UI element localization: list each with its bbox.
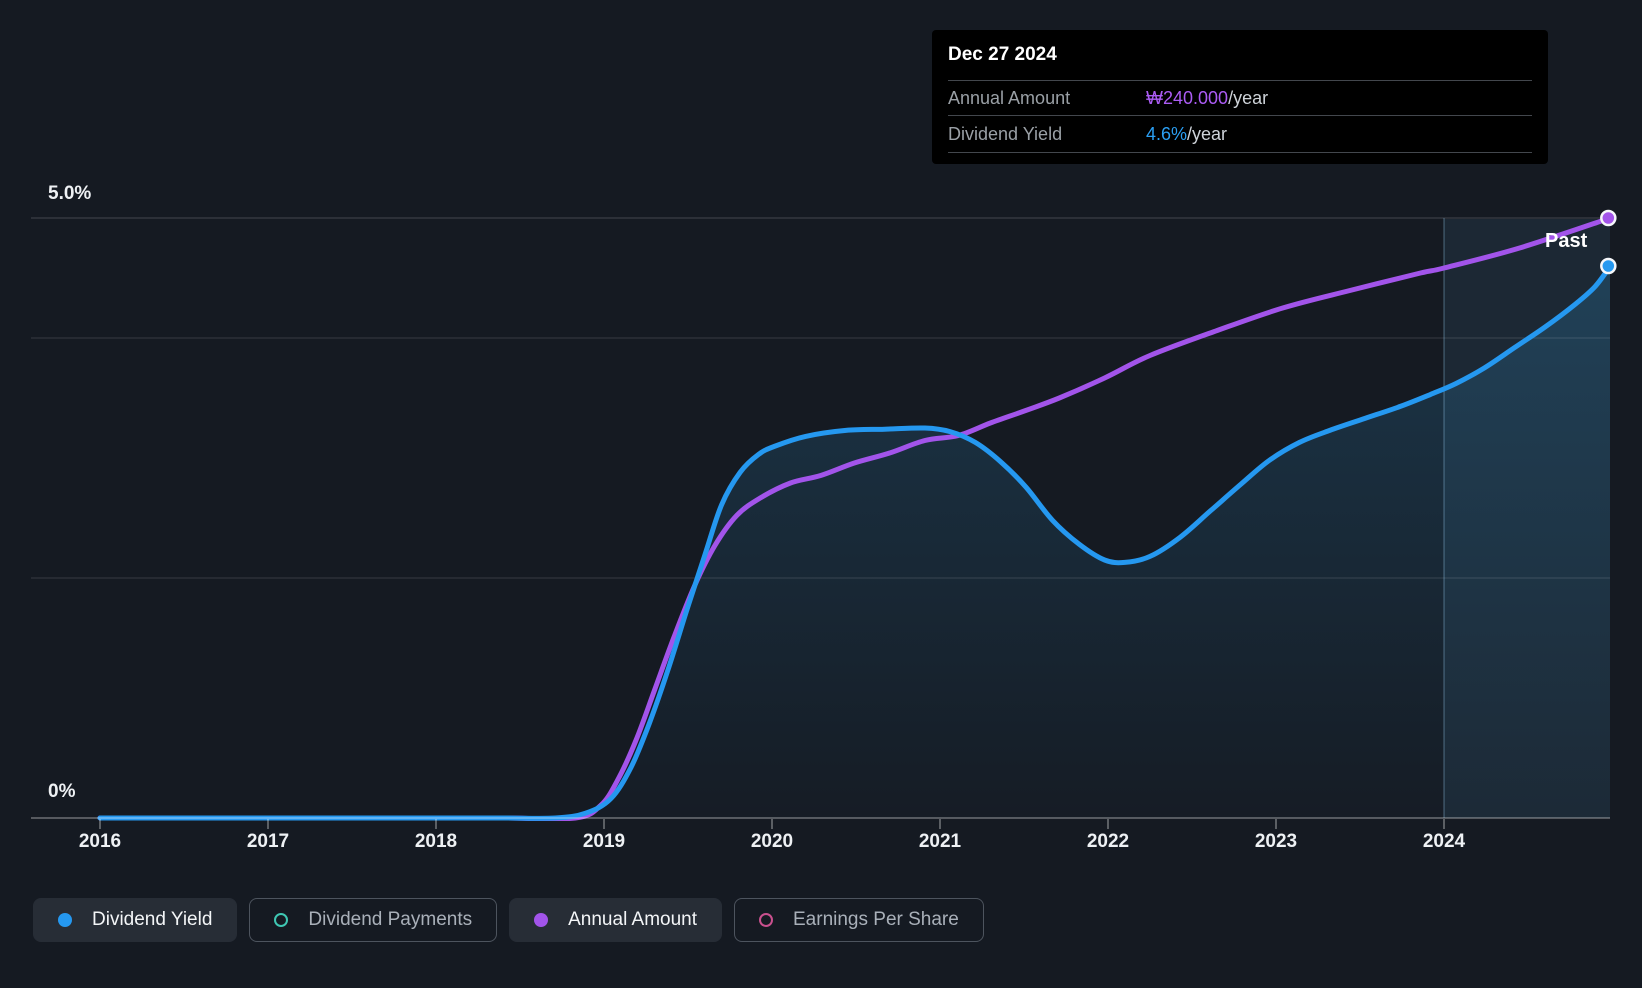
past-label: Past: [1545, 230, 1588, 252]
legend-label: Annual Amount: [568, 909, 697, 930]
tooltip-value-dividend-yield: 4.6%: [1146, 123, 1188, 144]
tooltip-suffix: /year: [1187, 123, 1228, 144]
chart-tooltip: Dec 27 2024 Annual Amount ₩240.000 /year…: [932, 30, 1548, 164]
chart-legend: Dividend Yield Dividend Payments Annual …: [33, 898, 984, 942]
tooltip-date: Dec 27 2024: [948, 30, 1532, 81]
earnings-per-share-ring-icon: [759, 913, 773, 927]
y-axis-label-top: 5.0%: [48, 183, 92, 204]
tooltip-label: Annual Amount: [948, 87, 1071, 108]
x-axis-label-2017: 2017: [246, 831, 290, 852]
x-axis-label-2022: 2022: [1086, 831, 1130, 852]
legend-button-earnings-per-share[interactable]: Earnings Per Share: [734, 898, 984, 942]
legend-label: Dividend Yield: [92, 909, 213, 930]
x-axis-label-2020: 2020: [750, 831, 794, 852]
legend-button-dividend-yield[interactable]: Dividend Yield: [33, 898, 238, 942]
tooltip-row-dividend-yield: Dividend Yield 4.6% /year: [948, 116, 1532, 153]
legend-label: Dividend Payments: [308, 909, 473, 930]
dividend-payments-ring-icon: [274, 913, 289, 927]
annual-amount-end-marker: [1600, 209, 1617, 227]
legend-label: Earnings Per Share: [793, 909, 959, 930]
tooltip-value-annual-amount: ₩240.000: [1146, 87, 1229, 108]
dividend-yield-end-marker: [1600, 257, 1617, 275]
tooltip-suffix: /year: [1228, 87, 1269, 108]
dividend-yield-line: [97, 263, 1610, 821]
dividend-yield-dot-icon: [58, 913, 72, 927]
annual-amount-dot-icon: [534, 913, 549, 927]
x-axis-label-2016: 2016: [78, 831, 122, 852]
tooltip-row-annual-amount: Annual Amount ₩240.000 /year: [948, 81, 1532, 116]
x-axis-label-2023: 2023: [1254, 831, 1298, 852]
y-axis-label-bottom: 0%: [48, 781, 76, 802]
legend-button-annual-amount[interactable]: Annual Amount: [509, 898, 722, 942]
legend-button-dividend-payments[interactable]: Dividend Payments: [249, 898, 498, 942]
tooltip-label: Dividend Yield: [948, 123, 1063, 144]
x-axis-label-2018: 2018: [414, 831, 458, 852]
x-axis-label-2021: 2021: [918, 831, 962, 852]
x-axis-label-2019: 2019: [582, 831, 626, 852]
x-axis-label-2024: 2024: [1422, 831, 1466, 852]
x-axis-labels: 2016 2017 2018 2019 2020 2021 2022 2023 2024: [0, 831, 1642, 857]
dividend-yield-area: [100, 266, 1610, 819]
